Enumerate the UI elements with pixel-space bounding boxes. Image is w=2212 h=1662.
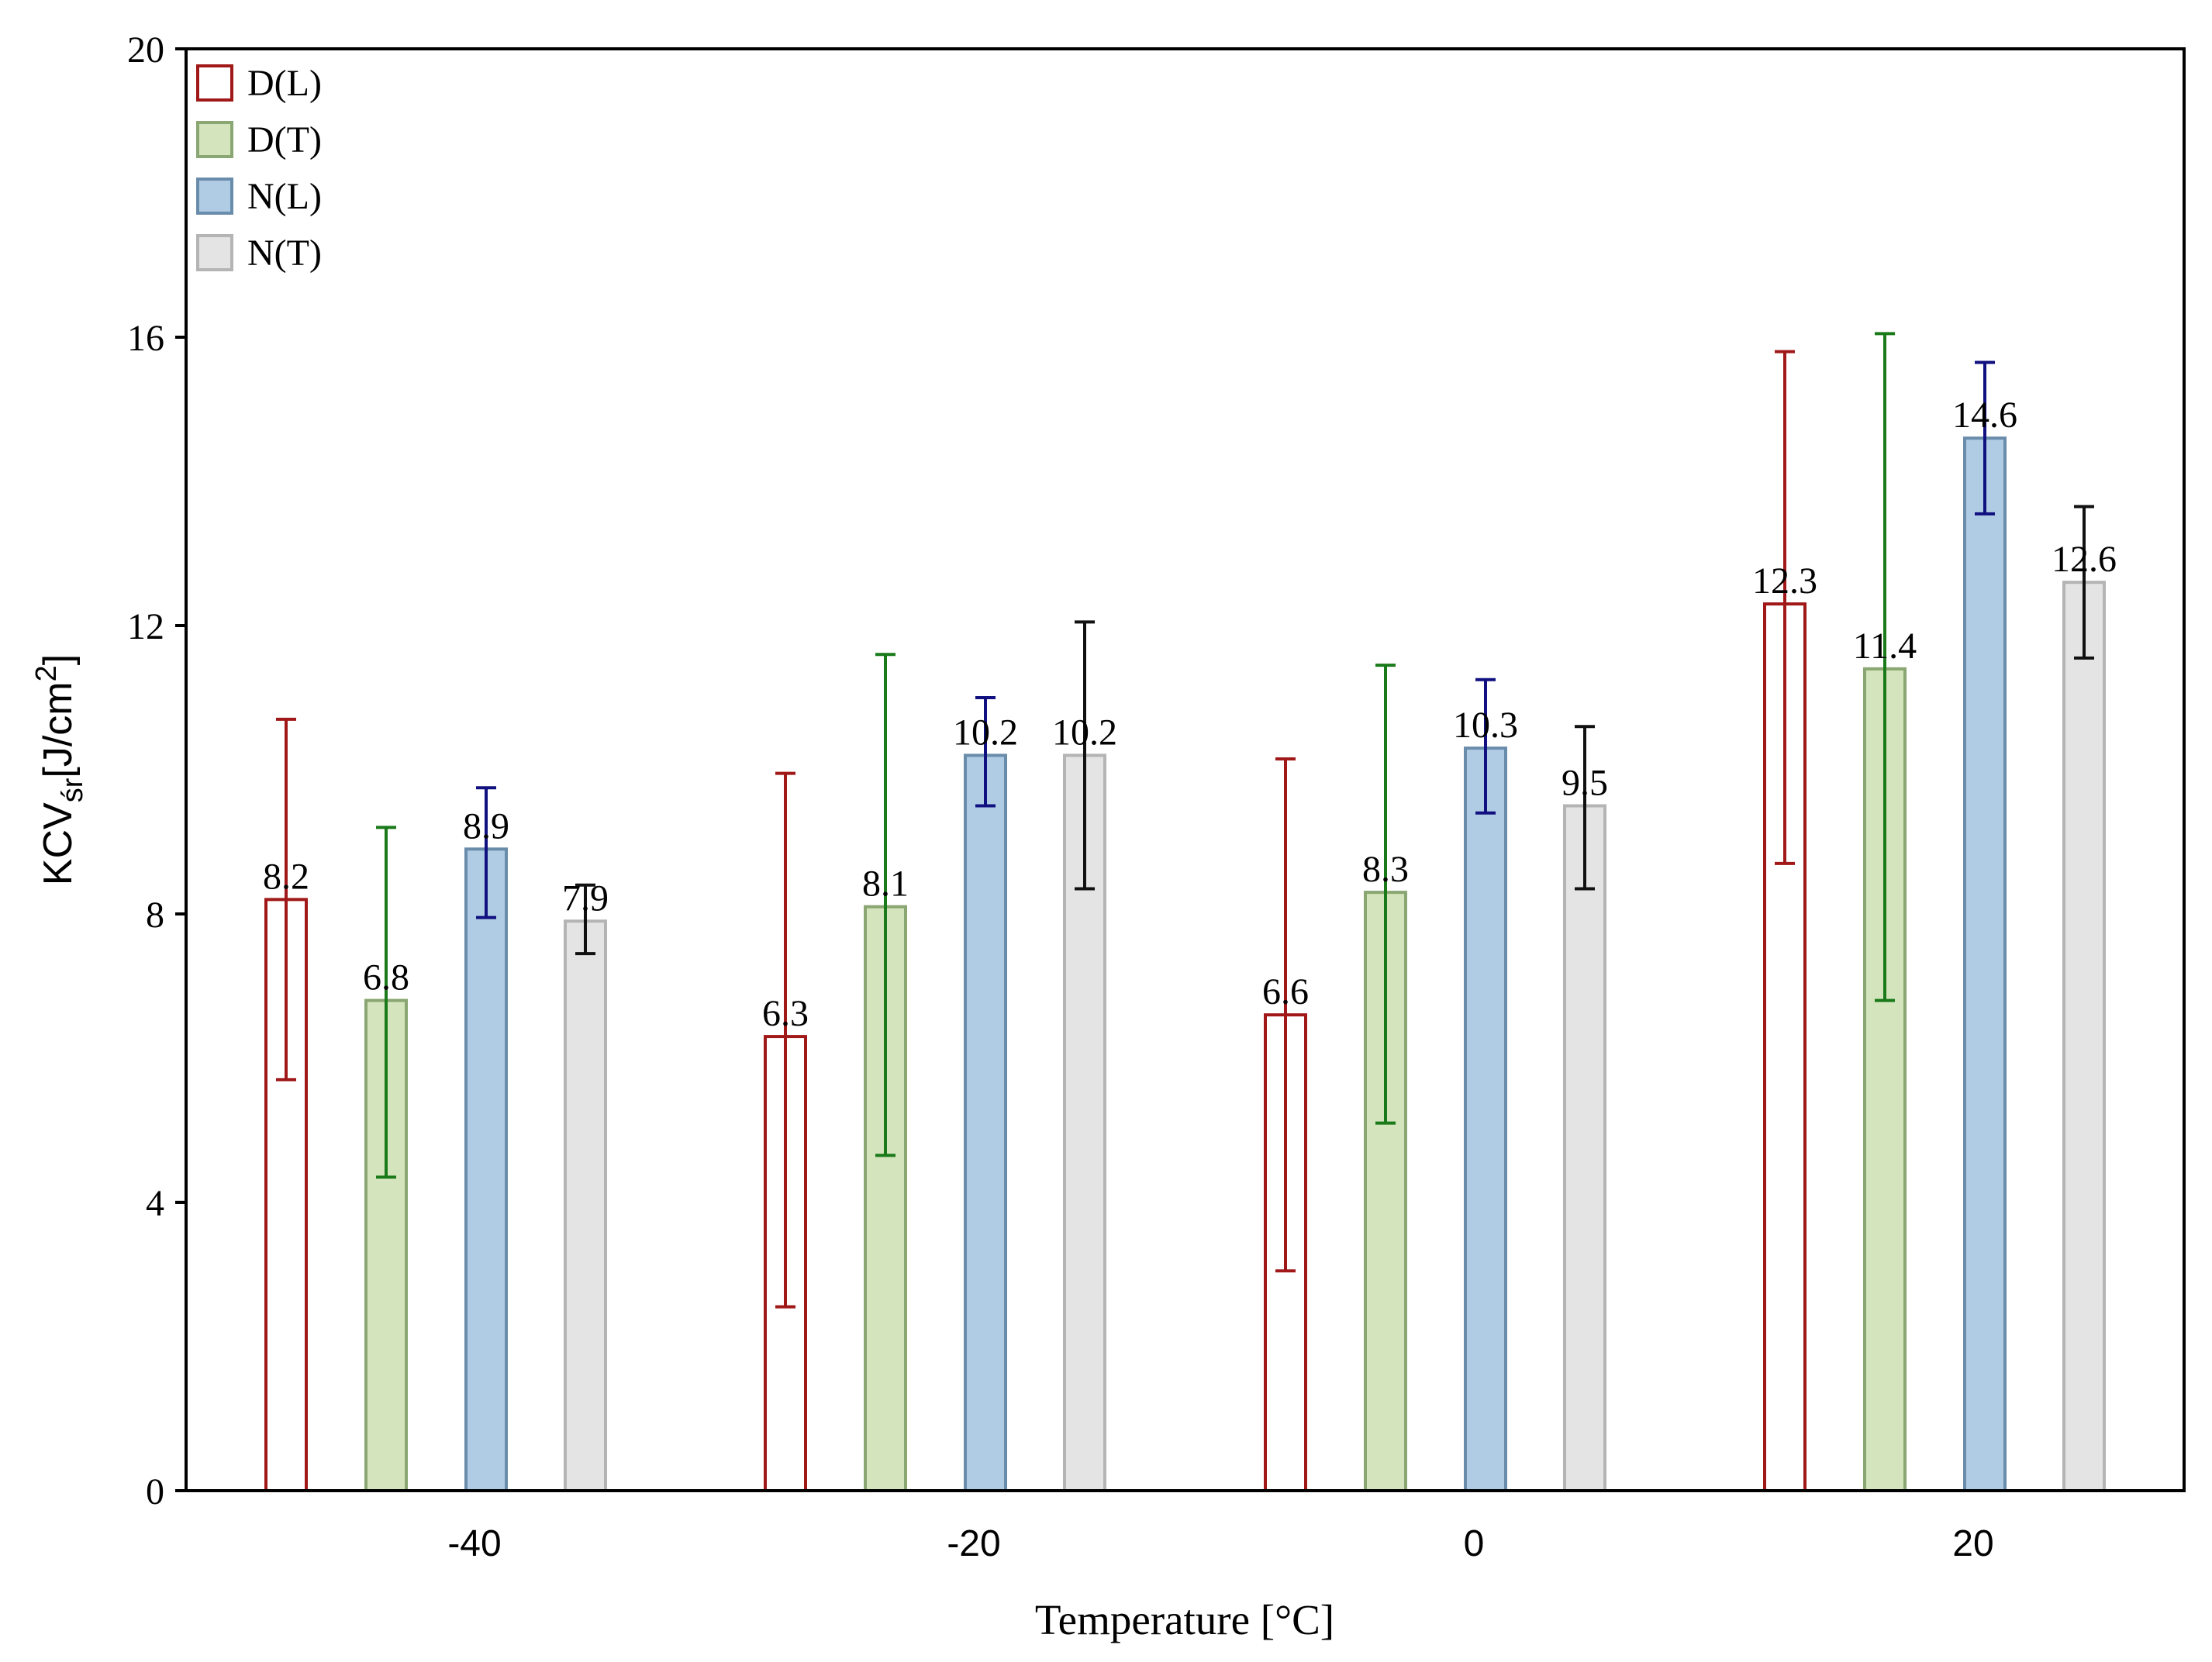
bar-n-l-0 [1464,747,1507,1492]
error-bar-n-t-0 [1575,725,1595,891]
x-tick-label-20: -20 [947,1523,1000,1564]
legend-label: N(L) [247,176,322,217]
error-bar-n-l-40 [476,786,496,919]
y-tick-label-0: 0 [146,1471,164,1512]
legend-label: D(L) [247,63,322,104]
error-bars-layer [276,332,2094,1309]
error-bar-n-t-20 [1075,620,1095,891]
y-tick-label-8: 8 [146,895,164,936]
legend-label: D(T) [247,119,322,160]
legend-swatch [196,178,233,215]
x-axis-title: Temperature [°C] [1035,1596,1334,1643]
bars-layer [264,436,2106,1493]
error-bar-d-l-0 [1275,757,1296,1273]
y-axis-title-superscript: 2 [30,665,63,681]
error-bar-n-t-20 [2074,505,2094,660]
legend-item-d-l: D(L) [196,63,322,104]
y-axis-title-subscript: śr [57,778,89,802]
data-label-n-l-40: 8.9 [463,805,509,847]
y-tick-label-12: 12 [127,606,164,647]
plot-frame [185,47,2186,1492]
x-tick-label-0: 0 [1464,1523,1485,1564]
data-label-n-l-20: 14.6 [1952,395,2017,436]
data-label-d-l-40: 8.2 [263,856,309,897]
data-label-d-t-40: 6.8 [363,957,409,998]
legend-label: N(T) [247,233,322,274]
error-bar-n-l-0 [1475,678,1496,815]
legend-item-n-t: N(T) [196,233,322,274]
bar-n-t-40 [564,919,607,1493]
bar-n-l-20 [1963,436,2007,1493]
legend: D(L) D(T) N(L) N(T) [196,63,322,274]
y-axis-title-unit: [J/cm [36,681,81,778]
error-bar-n-t-40 [575,883,595,956]
bar-n-t-0 [1563,804,1606,1492]
y-tick-label-16: 16 [127,318,164,359]
data-label-d-l-20: 12.3 [1752,560,1817,602]
legend-swatch [196,64,233,102]
y-axis-title: KCVśr[J/cm2] [30,654,89,885]
data-labels-layer: 8.2 6.3 6.6 12.3 6.8 8.1 8.3 11.4 8.9 10.2 10.3 14.… [263,395,2117,1034]
error-bar-d-t-20 [1875,332,1895,1002]
data-label-n-t-40: 7.9 [562,878,609,919]
legend-swatch [196,121,233,158]
data-label-d-t-0: 8.3 [1362,849,1409,890]
data-label-n-l-0: 10.3 [1453,705,1518,746]
error-bar-d-l-40 [276,717,296,1081]
bar-n-t-20 [2062,581,2106,1493]
error-bar-d-t-0 [1375,664,1396,1125]
data-label-d-l-20: 6.3 [762,993,809,1034]
error-bar-d-t-20 [875,653,895,1157]
data-label-d-l-0: 6.6 [1262,971,1309,1012]
error-bar-d-t-40 [376,826,396,1179]
axes-layer: 0 4 8 12 16 20 -40 -20 0 20 Temperature [°C] KCVśr[… [30,29,2186,1643]
legend-item-d-t: D(T) [196,119,322,160]
data-label-n-l-20: 10.2 [953,712,1018,753]
legend-swatch [196,234,233,271]
y-axis-title-unit-end: ] [36,654,81,665]
x-tick-label-20: 20 [1952,1523,1993,1564]
x-tick-label-40: -40 [447,1523,501,1564]
y-axis-title-main: KCV [36,802,81,885]
error-bar-d-l-20 [775,771,795,1309]
data-label-n-t-20: 10.2 [1052,712,1117,753]
error-bar-n-l-20 [1975,360,1995,515]
data-label-d-t-20: 8.1 [862,864,909,905]
data-label-n-t-20: 12.6 [2052,539,2117,580]
y-tick-label-20: 20 [127,29,164,71]
data-label-d-t-20: 11.4 [1853,626,1917,667]
error-bar-d-l-20 [1775,350,1795,865]
legend-item-n-l: N(L) [196,176,322,217]
error-bar-n-l-20 [975,696,996,808]
bar-n-l-20 [964,753,1007,1492]
y-tick-label-4: 4 [146,1183,164,1224]
data-label-n-t-0: 9.5 [1562,763,1608,804]
bar-n-l-40 [464,847,508,1493]
